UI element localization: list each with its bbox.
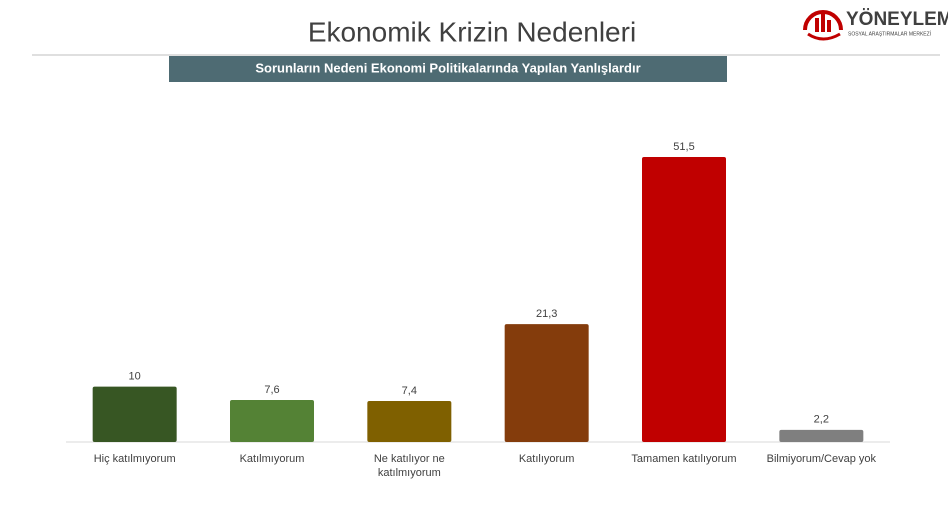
x-tick-label: Tamamen katılıyorum bbox=[631, 453, 737, 465]
subtitle-banner bbox=[169, 56, 727, 82]
bar bbox=[642, 157, 726, 442]
x-tick-label: Ne katılıyor ne katılmıyorum bbox=[373, 453, 445, 479]
value-label: 10 bbox=[129, 371, 141, 383]
x-tick-label: Katılmıyorum bbox=[239, 453, 305, 465]
bar bbox=[504, 324, 589, 442]
subtitle: Sorunların Nedeni Ekonomi Politikalarınd… bbox=[255, 60, 640, 75]
logo-tagline: SOSYAL ARAŞTIRMALAR MERKEZİ bbox=[848, 30, 931, 37]
logo-name: YÖNEYLEM bbox=[846, 9, 948, 30]
logo-arc bbox=[803, 10, 843, 31]
logo-hand bbox=[807, 32, 841, 41]
x-tick-label: Katılıyorum bbox=[518, 453, 575, 465]
value-label: 51,5 bbox=[673, 141, 694, 153]
logo-bar bbox=[827, 20, 831, 32]
value-label: 7,6 bbox=[264, 384, 279, 396]
title: Ekonomik Krizin Nedenleri bbox=[308, 16, 636, 47]
value-label: 2,2 bbox=[814, 414, 829, 426]
bar bbox=[367, 401, 452, 442]
logo-bar bbox=[815, 18, 819, 32]
x-tick-label: Hiç katılmıyorum bbox=[93, 453, 176, 465]
value-label: 21,3 bbox=[536, 308, 557, 320]
bar bbox=[779, 429, 864, 442]
logo-bar bbox=[821, 13, 825, 32]
bar bbox=[92, 386, 177, 442]
bar bbox=[230, 399, 314, 442]
value-label: 7,4 bbox=[402, 385, 417, 397]
x-tick-label: Bilmiyorum/Cevap yok bbox=[766, 453, 877, 465]
